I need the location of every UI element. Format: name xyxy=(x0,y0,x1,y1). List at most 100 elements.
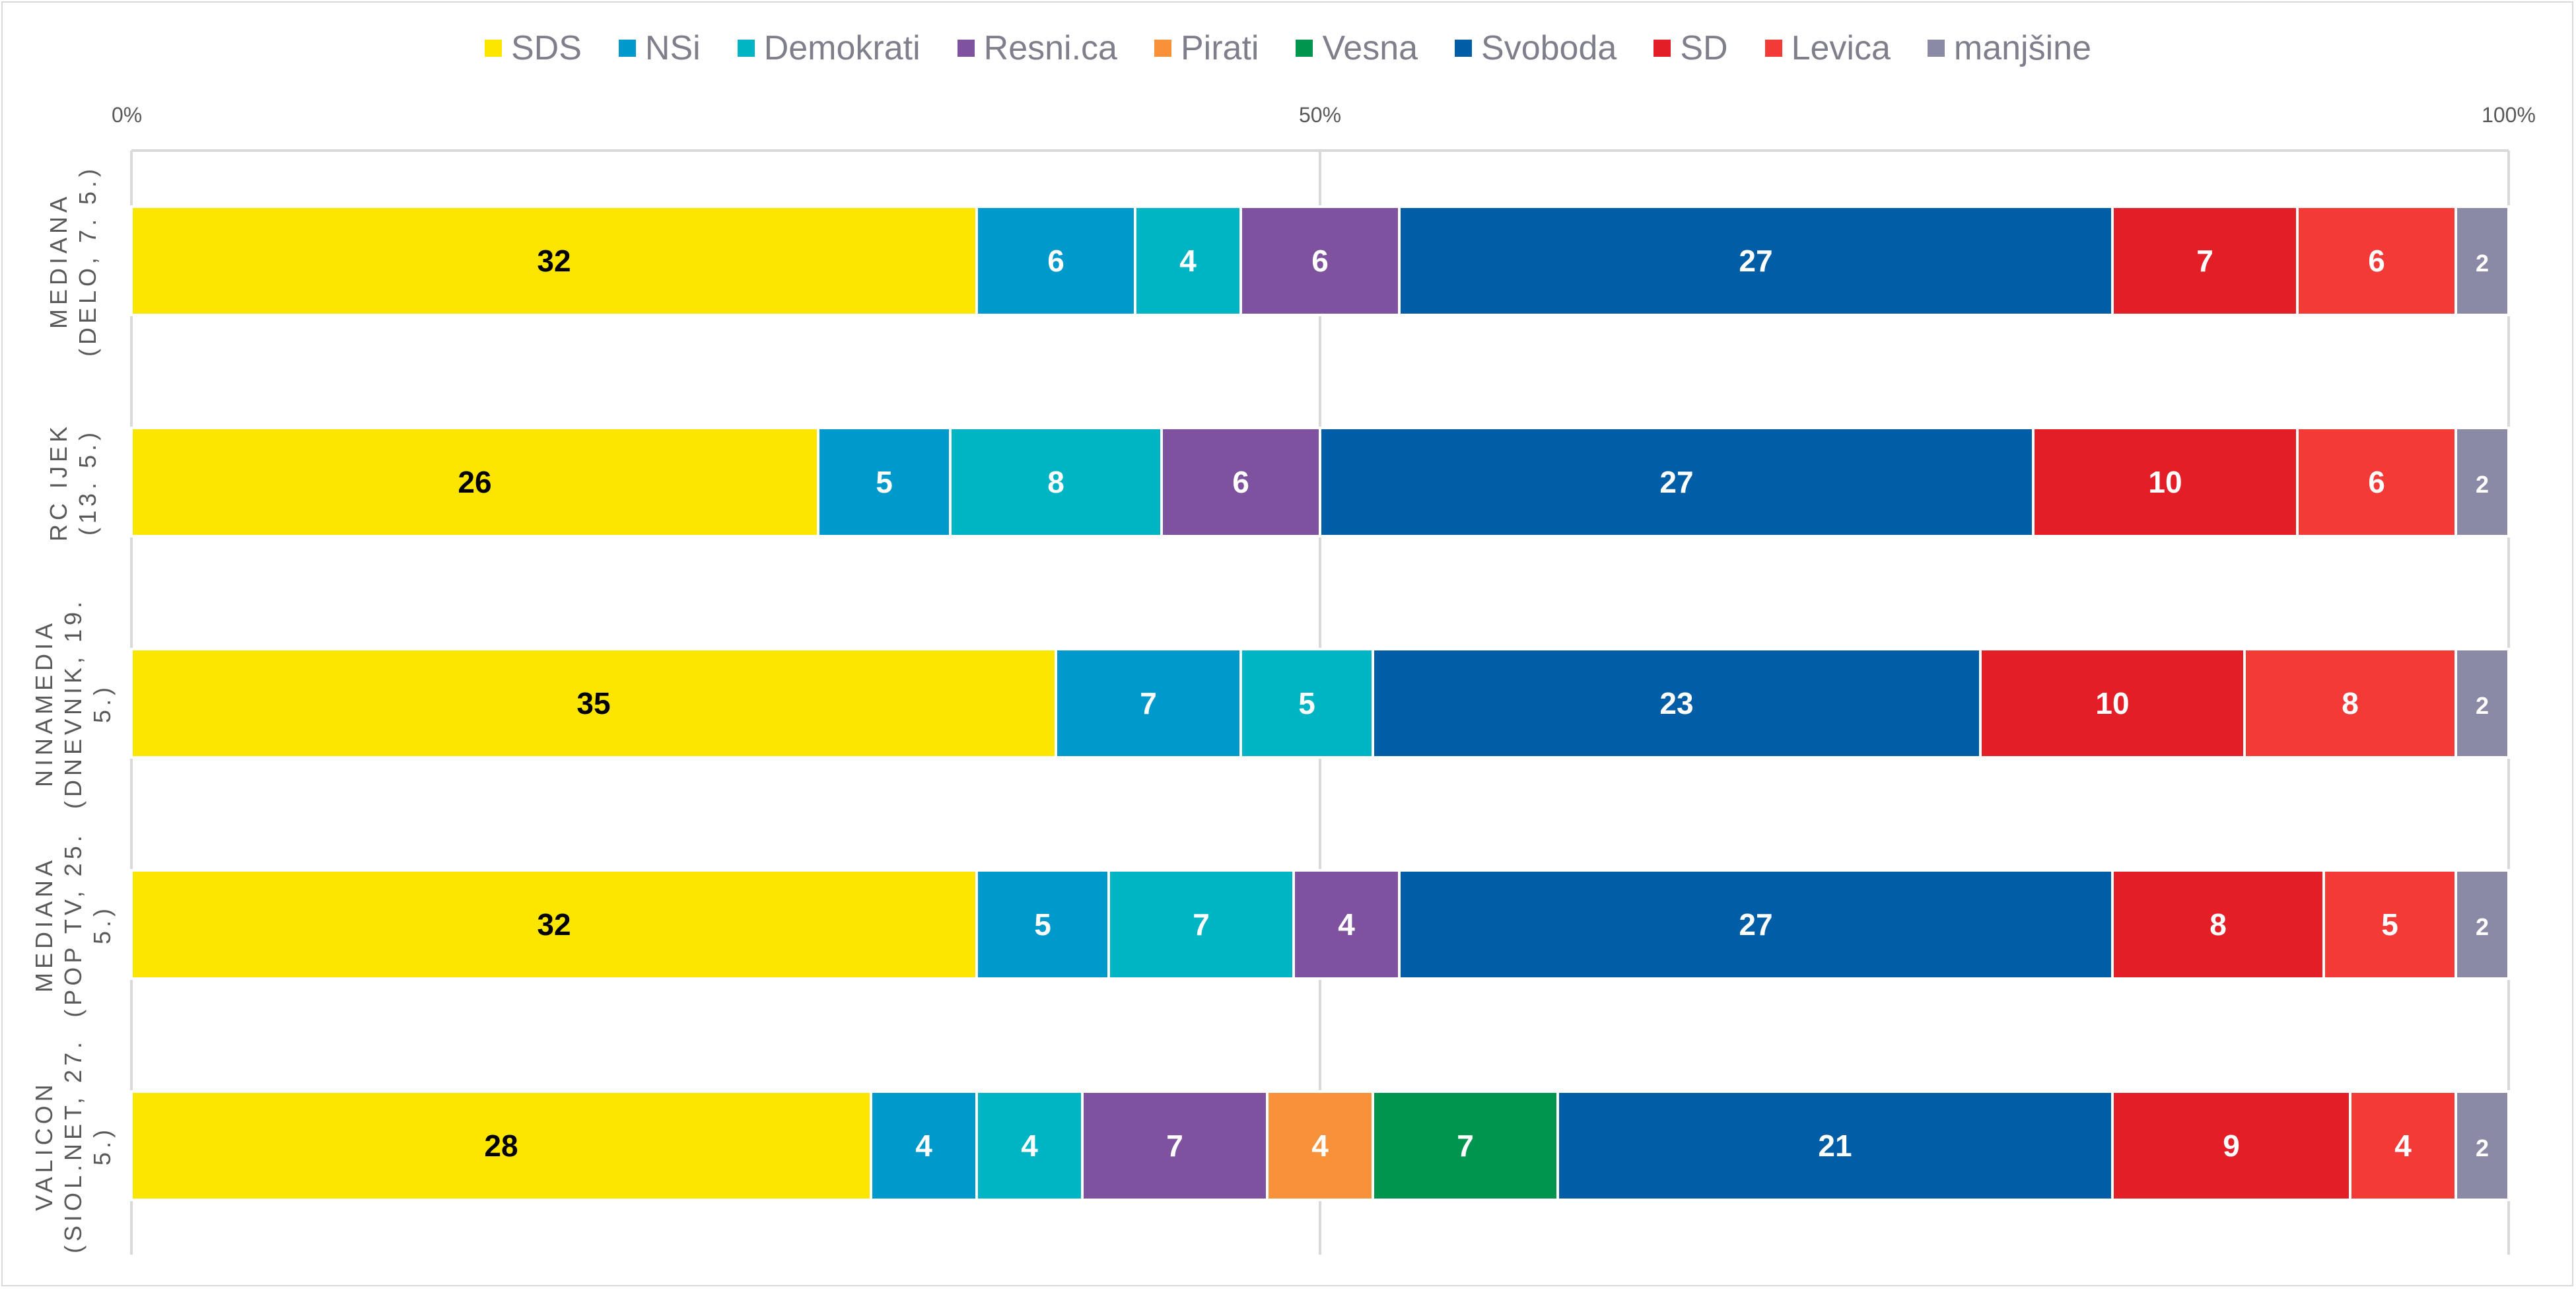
x-tick-label: 100% xyxy=(2482,103,2536,127)
category-label: (POP TV, 25. xyxy=(59,831,87,1017)
legend-swatch xyxy=(1455,40,1473,57)
data-label: 4 xyxy=(1338,907,1355,942)
data-label: 32 xyxy=(537,244,571,278)
legend-item: SDS xyxy=(484,28,582,68)
data-label: 2 xyxy=(2476,250,2489,277)
category-label: (DELO, 7. 5.) xyxy=(74,165,101,357)
data-label: 2 xyxy=(2476,692,2489,719)
legend-label: Pirati xyxy=(1180,29,1259,67)
bar-segment xyxy=(2454,1090,2510,1201)
bar-segment xyxy=(1081,1090,1269,1201)
bar-segment xyxy=(2454,205,2510,316)
bar-segment xyxy=(2454,869,2510,980)
bar-segment xyxy=(1292,869,1401,980)
data-label: 4 xyxy=(1021,1129,1038,1163)
x-tick-label: 50% xyxy=(1299,103,1341,127)
legend-swatch xyxy=(737,40,755,57)
data-label: 7 xyxy=(1193,907,1210,942)
legend-item: Demokrati xyxy=(737,28,921,68)
bar-segment xyxy=(2454,648,2510,759)
category-label: NINAMEDIA xyxy=(30,619,57,787)
legend-label: NSi xyxy=(644,29,701,67)
category-label: 5.) xyxy=(88,683,116,723)
data-label: 5 xyxy=(1298,686,1315,720)
legend-swatch xyxy=(957,40,975,57)
bar-segment xyxy=(1319,427,2035,538)
data-label: 7 xyxy=(2196,244,2213,278)
data-label: 35 xyxy=(576,686,610,720)
legend-swatch xyxy=(1154,40,1171,57)
data-label: 4 xyxy=(1311,1129,1329,1163)
bar-segment xyxy=(2032,427,2299,538)
data-label: 10 xyxy=(2095,686,2129,720)
legend-label: SD xyxy=(1680,29,1728,67)
bar-segment xyxy=(870,1090,978,1201)
chart-legend: SDS NSi Demokrati Resni.ca Pirati Vesna Svobod… xyxy=(0,25,2576,71)
data-label: 7 xyxy=(1140,686,1157,720)
data-label: 8 xyxy=(1047,465,1064,499)
data-label: 4 xyxy=(1179,244,1197,278)
bar-segment xyxy=(2111,1090,2351,1201)
bar-segment xyxy=(130,205,978,316)
data-label: 28 xyxy=(484,1129,518,1163)
data-label: 2 xyxy=(2476,1134,2489,1162)
data-label: 23 xyxy=(1659,686,1693,720)
data-label: 6 xyxy=(1311,244,1329,278)
data-label: 5 xyxy=(876,465,893,499)
legend-swatch xyxy=(1764,40,1782,57)
bar-segment xyxy=(1239,205,1401,316)
bar-segment xyxy=(130,869,978,980)
data-label: 4 xyxy=(2394,1129,2412,1163)
legend-label: Resni.ca xyxy=(983,29,1117,67)
bar-segment xyxy=(130,648,1057,759)
legend-item: NSi xyxy=(618,28,701,68)
bar-segment xyxy=(949,427,1163,538)
bar-segment xyxy=(1398,205,2114,316)
legend-label: Vesna xyxy=(1322,29,1418,67)
data-label: 9 xyxy=(2223,1129,2240,1163)
legend-swatch xyxy=(1296,40,1313,57)
legend-swatch xyxy=(1927,40,1945,57)
legend-label: SDS xyxy=(510,29,582,67)
bar-segment xyxy=(2111,869,2325,980)
data-label: 32 xyxy=(537,907,571,942)
category-label: (DNEVNIK, 19. xyxy=(59,598,87,809)
x-tick-label: 0% xyxy=(112,103,142,127)
category-label: 5.) xyxy=(88,905,116,944)
legend-label: Svoboda xyxy=(1481,29,1617,67)
data-label: 2 xyxy=(2476,913,2489,940)
data-label: 2 xyxy=(2476,471,2489,498)
data-label: 5 xyxy=(2381,907,2398,942)
data-label: 5 xyxy=(1034,907,1051,942)
legend-item: manjšine xyxy=(1927,28,2091,68)
bar-segment xyxy=(975,869,1110,980)
bar-segment xyxy=(1556,1090,2114,1201)
bar-segment xyxy=(1055,648,1242,759)
data-label: 4 xyxy=(915,1129,932,1163)
legend-label: manjšine xyxy=(1953,29,2091,67)
data-label: 6 xyxy=(1232,465,1249,499)
data-label: 21 xyxy=(1818,1129,1852,1163)
bar-segment xyxy=(2296,205,2457,316)
legend-item: Vesna xyxy=(1296,28,1418,68)
bar-segment xyxy=(130,1090,872,1201)
bar-segment xyxy=(975,205,1136,316)
legend-item: Resni.ca xyxy=(957,28,1117,68)
bar-segment xyxy=(130,427,819,538)
data-label: 26 xyxy=(458,465,491,499)
data-label: 27 xyxy=(1739,907,1772,942)
bar-segment xyxy=(2454,427,2510,538)
data-label: 7 xyxy=(1457,1129,1474,1163)
legend-item: Levica xyxy=(1764,28,1891,68)
category-label: (13. 5.) xyxy=(74,429,101,536)
legend-label: Demokrati xyxy=(763,29,921,67)
category-label: MEDIANA xyxy=(45,193,72,329)
data-label: 6 xyxy=(2368,465,2385,499)
category-label: (SIOL.NET, 27. xyxy=(59,1038,87,1253)
category-label: 5.) xyxy=(88,1126,116,1166)
category-label: MEDIANA xyxy=(30,856,57,993)
data-label: 8 xyxy=(2342,686,2359,720)
bar-segment xyxy=(1398,869,2114,980)
category-label: RC IJEK xyxy=(45,423,72,541)
legend-swatch xyxy=(618,40,636,57)
